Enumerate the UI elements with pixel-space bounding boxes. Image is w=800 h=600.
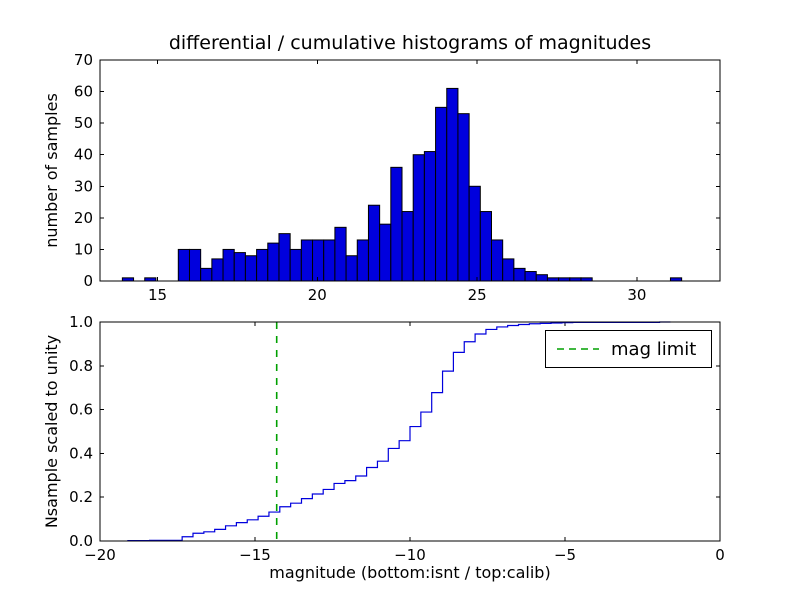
bottom-y-tick-label: 0.6: [69, 401, 93, 419]
bottom-y-tick-label: 1.0: [69, 313, 93, 331]
bottom-x-tick-label: −10: [394, 546, 426, 564]
top-y-tick-label: 10: [74, 240, 93, 258]
top-y-tick-label: 60: [74, 83, 93, 101]
top-y-tick-label: 50: [74, 114, 93, 132]
top-x-tick-label: 20: [308, 286, 327, 304]
histogram-bars: [121, 87, 683, 282]
bottom-axes-frame: [99, 321, 721, 542]
histogram-bar: [323, 239, 336, 282]
legend-label: mag limit: [611, 339, 696, 360]
histogram-bar: [211, 258, 224, 282]
histogram-bar: [502, 258, 515, 282]
histogram-bar: [423, 151, 437, 282]
top-y-axis-label: number of samples: [42, 93, 61, 248]
histogram-bar: [379, 223, 392, 282]
top-y-tick-label: 70: [74, 51, 93, 69]
histogram-bar: [289, 248, 302, 282]
cumulative-curve: [127, 321, 671, 542]
histogram-bar: [278, 233, 291, 282]
bottom-x-tick-label: −15: [239, 546, 271, 564]
histogram-bar: [200, 267, 213, 282]
x-axis-label: magnitude (bottom:isnt / top:calib): [269, 563, 550, 582]
histogram-bar: [468, 185, 481, 282]
top-y-tick-label: 30: [74, 177, 93, 195]
histogram-bar: [345, 255, 358, 282]
histogram-bar: [435, 106, 448, 282]
bottom-x-tick-label: 0: [715, 546, 725, 564]
bottom-x-tick-label: −20: [84, 546, 116, 564]
legend: mag limit: [545, 330, 712, 368]
bottom-axes-ticks: −20 −15 −10 −5 0 0.0 0.2 0.4 0.6 0.8 1.0: [69, 313, 725, 564]
top-y-tick-label: 20: [74, 209, 93, 227]
histogram-bar: [367, 204, 381, 282]
top-x-tick-label: 15: [148, 286, 167, 304]
top-x-tick-label: 30: [627, 286, 646, 304]
histogram-bar: [334, 226, 347, 282]
bottom-y-tick-label: 0.4: [69, 444, 93, 462]
histogram-bar: [256, 248, 269, 282]
histogram-bar: [312, 239, 325, 282]
histogram-bar: [479, 211, 492, 282]
histogram-bar: [177, 248, 190, 282]
top-y-tick-label: 0: [83, 272, 93, 290]
histogram-bar: [356, 239, 369, 282]
histogram-bar: [188, 248, 202, 282]
histogram-bar: [267, 242, 280, 282]
bottom-x-tick-label: −5: [554, 546, 576, 564]
histogram-bar: [244, 255, 258, 282]
histogram-bar: [513, 267, 526, 282]
chart-title: differential / cumulative histograms of …: [169, 32, 651, 54]
bottom-y-tick-label: 0.8: [69, 357, 93, 375]
bottom-y-axis-label: Nsample scaled to unity: [42, 335, 61, 528]
histogram-bar: [300, 239, 314, 282]
histogram-bar: [446, 87, 459, 282]
top-y-tick-label: 40: [74, 146, 93, 164]
histogram-bar: [390, 166, 403, 282]
top-x-tick-label: 25: [468, 286, 487, 304]
histogram-bar: [457, 113, 470, 282]
histogram-bar: [401, 211, 414, 282]
histogram-bar: [233, 252, 246, 282]
histogram-bar: [535, 274, 548, 282]
histogram-bar: [524, 271, 537, 282]
top-axes-ticks: 15 20 25 30 0 10 20 30 40 50 60 70: [74, 51, 720, 304]
histogram-bar: [222, 248, 235, 282]
bottom-y-tick-label: 0.2: [69, 488, 93, 506]
histogram-bar: [412, 154, 425, 282]
bottom-y-tick-label: 0.0: [69, 532, 93, 550]
histogram-bar: [490, 239, 504, 282]
top-axes-frame: [99, 59, 721, 282]
